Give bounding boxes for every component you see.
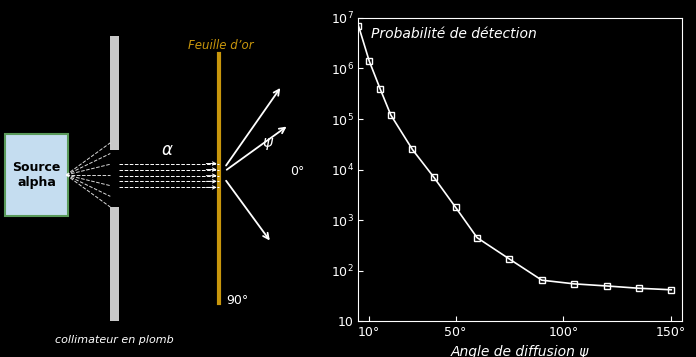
Text: ψ: ψ bbox=[263, 135, 273, 150]
Text: Probabilité de détection: Probabilité de détection bbox=[372, 27, 537, 41]
FancyBboxPatch shape bbox=[6, 134, 68, 216]
Text: collimateur en plomb: collimateur en plomb bbox=[56, 335, 174, 345]
Text: Source
alpha: Source alpha bbox=[13, 161, 61, 189]
Text: α: α bbox=[161, 141, 173, 159]
Text: 0°: 0° bbox=[291, 165, 305, 178]
Bar bbox=[111, 207, 120, 321]
Bar bbox=[111, 36, 120, 150]
Text: 90°: 90° bbox=[226, 294, 248, 307]
Text: Feuille d’or: Feuille d’or bbox=[188, 39, 254, 52]
X-axis label: Angle de diffusion ψ: Angle de diffusion ψ bbox=[451, 345, 590, 357]
